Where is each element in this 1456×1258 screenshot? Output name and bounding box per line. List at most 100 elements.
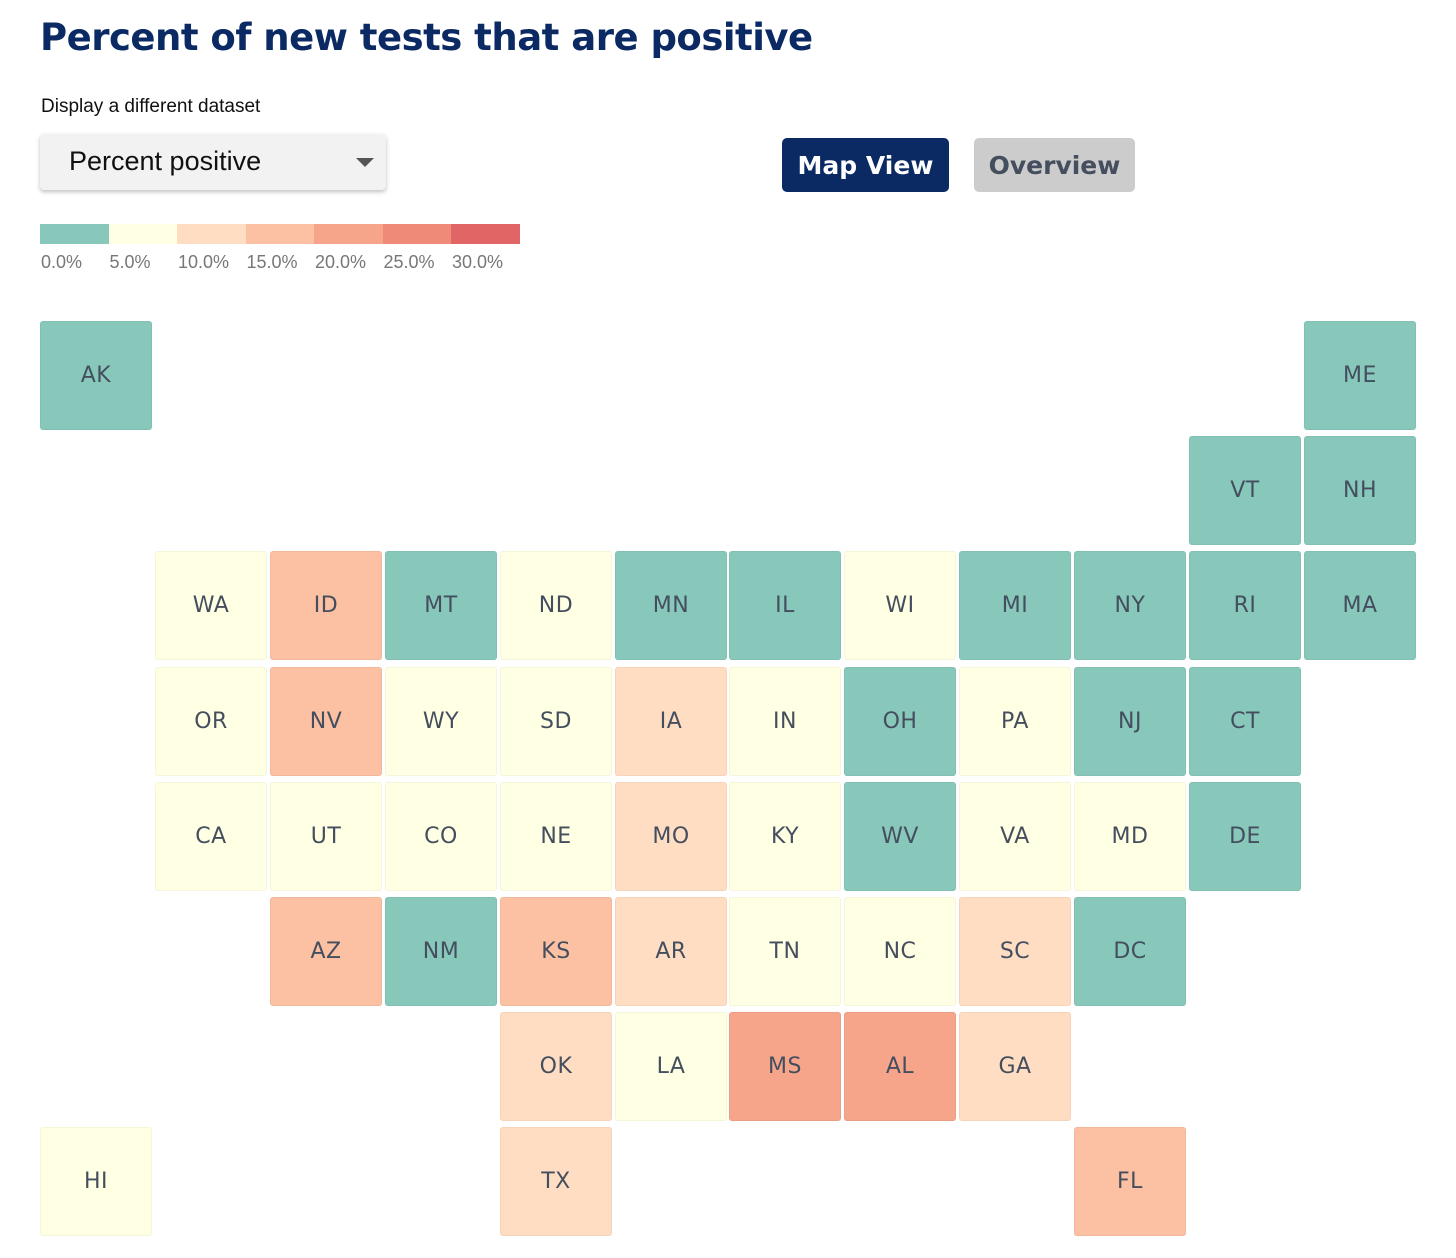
state-abbreviation: ND <box>538 593 574 618</box>
state-tile-ca[interactable]: CA <box>155 782 267 891</box>
legend-swatch <box>314 224 383 244</box>
state-tile-ct[interactable]: CT <box>1189 667 1301 776</box>
legend-swatch <box>451 224 520 244</box>
state-tile-va[interactable]: VA <box>959 782 1071 891</box>
state-abbreviation: AR <box>655 939 687 964</box>
state-abbreviation: MO <box>652 824 690 849</box>
state-abbreviation: UT <box>310 824 342 849</box>
state-tile-or[interactable]: OR <box>155 667 267 776</box>
state-tile-ks[interactable]: KS <box>500 897 612 1006</box>
state-tile-nc[interactable]: NC <box>844 897 956 1006</box>
state-abbreviation: MA <box>1342 593 1378 618</box>
legend-swatch <box>108 224 178 244</box>
state-tile-wi[interactable]: WI <box>844 551 956 660</box>
state-abbreviation: MN <box>652 593 690 618</box>
dataset-select[interactable]: Percent positive <box>40 134 386 190</box>
state-abbreviation: CA <box>195 824 227 849</box>
state-abbreviation: VA <box>1000 824 1030 849</box>
state-tile-de[interactable]: DE <box>1189 782 1301 891</box>
state-abbreviation: MT <box>424 593 458 618</box>
state-abbreviation: WY <box>422 709 460 734</box>
state-tile-ak[interactable]: AK <box>40 321 152 430</box>
legend-tick-label: 30.0% <box>452 252 504 272</box>
state-tile-in[interactable]: IN <box>729 667 841 776</box>
state-tile-ny[interactable]: NY <box>1074 551 1186 660</box>
map-view-button[interactable]: Map View <box>782 138 949 192</box>
state-abbreviation: CO <box>424 824 458 849</box>
state-tile-ms[interactable]: MS <box>729 1012 841 1121</box>
state-tile-dc[interactable]: DC <box>1074 897 1186 1006</box>
legend-swatch <box>177 224 246 244</box>
state-abbreviation: MI <box>1001 593 1029 618</box>
state-abbreviation: HI <box>83 1169 109 1194</box>
state-tile-ar[interactable]: AR <box>615 897 727 1006</box>
caret-down-icon <box>356 158 374 167</box>
legend-swatch <box>40 224 109 244</box>
state-abbreviation: IN <box>773 709 797 734</box>
state-tile-ma[interactable]: MA <box>1304 551 1416 660</box>
state-abbreviation: NV <box>309 709 343 734</box>
state-tile-id[interactable]: ID <box>270 551 382 660</box>
state-tile-oh[interactable]: OH <box>844 667 956 776</box>
state-abbreviation: NY <box>1114 593 1146 618</box>
state-tile-md[interactable]: MD <box>1074 782 1186 891</box>
state-tile-me[interactable]: ME <box>1304 321 1416 430</box>
state-tile-nv[interactable]: NV <box>270 667 382 776</box>
state-abbreviation: FL <box>1117 1169 1143 1194</box>
state-tile-nd[interactable]: ND <box>500 551 612 660</box>
state-tile-pa[interactable]: PA <box>959 667 1071 776</box>
overview-button[interactable]: Overview <box>974 138 1135 192</box>
state-abbreviation: TN <box>769 939 801 964</box>
state-tile-il[interactable]: IL <box>729 551 841 660</box>
state-tile-co[interactable]: CO <box>385 782 497 891</box>
state-tile-al[interactable]: AL <box>844 1012 956 1121</box>
state-abbreviation: AK <box>80 363 112 388</box>
state-abbreviation: OK <box>539 1054 573 1079</box>
state-tile-ky[interactable]: KY <box>729 782 841 891</box>
dataset-select-label: Display a different dataset <box>41 96 261 117</box>
state-tile-wa[interactable]: WA <box>155 551 267 660</box>
state-tile-vt[interactable]: VT <box>1189 436 1301 545</box>
state-abbreviation: KS <box>541 939 571 964</box>
state-tile-tx[interactable]: TX <box>500 1127 612 1236</box>
state-abbreviation: IA <box>659 709 683 734</box>
state-tile-sc[interactable]: SC <box>959 897 1071 1006</box>
state-tile-az[interactable]: AZ <box>270 897 382 1006</box>
state-tile-tn[interactable]: TN <box>729 897 841 1006</box>
state-tile-ga[interactable]: GA <box>959 1012 1071 1121</box>
legend-tick-label: 5.0% <box>109 252 151 272</box>
state-abbreviation: NJ <box>1118 709 1142 734</box>
page-title: Percent of new tests that are positive <box>40 16 813 59</box>
state-tile-fl[interactable]: FL <box>1074 1127 1186 1236</box>
state-tile-wy[interactable]: WY <box>385 667 497 776</box>
state-tile-hi[interactable]: HI <box>40 1127 152 1236</box>
color-legend: 0.0% 5.0% 10.0% 15.0% 20.0% 25.0% 30.0% <box>40 224 520 284</box>
state-abbreviation: MD <box>1111 824 1149 849</box>
state-abbreviation: AZ <box>310 939 342 964</box>
state-abbreviation: LA <box>656 1054 686 1079</box>
state-abbreviation: WV <box>881 824 919 849</box>
state-abbreviation: PA <box>1001 709 1029 734</box>
state-tile-ri[interactable]: RI <box>1189 551 1301 660</box>
state-tile-nh[interactable]: NH <box>1304 436 1416 545</box>
state-tile-ut[interactable]: UT <box>270 782 382 891</box>
state-abbreviation: DE <box>1229 824 1261 849</box>
state-tile-ok[interactable]: OK <box>500 1012 612 1121</box>
state-tile-mn[interactable]: MN <box>615 551 727 660</box>
legend-tick-label: 20.0% <box>315 252 367 272</box>
state-tile-mo[interactable]: MO <box>615 782 727 891</box>
state-abbreviation: NE <box>540 824 572 849</box>
state-tile-nj[interactable]: NJ <box>1074 667 1186 776</box>
state-tile-ia[interactable]: IA <box>615 667 727 776</box>
state-tile-ne[interactable]: NE <box>500 782 612 891</box>
state-abbreviation: OR <box>194 709 228 734</box>
state-tile-sd[interactable]: SD <box>500 667 612 776</box>
state-abbreviation: WI <box>885 593 915 618</box>
state-tile-nm[interactable]: NM <box>385 897 497 1006</box>
state-tile-mt[interactable]: MT <box>385 551 497 660</box>
state-abbreviation: MS <box>768 1054 802 1079</box>
state-tile-la[interactable]: LA <box>615 1012 727 1121</box>
state-tile-mi[interactable]: MI <box>959 551 1071 660</box>
state-abbreviation: NM <box>422 939 460 964</box>
state-tile-wv[interactable]: WV <box>844 782 956 891</box>
